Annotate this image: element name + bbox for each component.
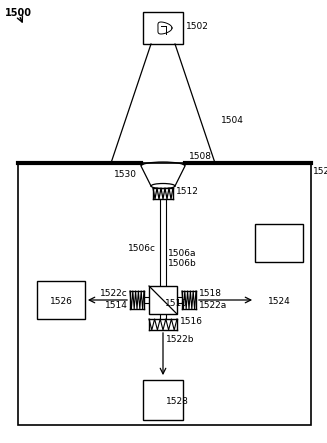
Text: 1516: 1516	[180, 318, 203, 326]
Text: 1524: 1524	[267, 296, 290, 306]
Text: 1522a: 1522a	[199, 300, 227, 310]
Ellipse shape	[151, 183, 175, 189]
Text: 1514: 1514	[105, 302, 128, 311]
Bar	[255, 224, 303, 262]
Text: 1500: 1500	[5, 8, 32, 18]
Text: 1504: 1504	[221, 116, 244, 124]
Bar	[37, 281, 85, 319]
Text: 1530: 1530	[114, 170, 137, 179]
Text: 1506c: 1506c	[128, 244, 156, 253]
FancyBboxPatch shape	[143, 12, 183, 44]
Text: 1508: 1508	[189, 152, 212, 161]
Bar	[149, 286, 177, 314]
Text: 1502: 1502	[186, 22, 209, 31]
Text: 1518: 1518	[199, 289, 222, 299]
Text: 1522b: 1522b	[166, 334, 195, 343]
Text: 1510: 1510	[165, 299, 188, 308]
Text: 1506b: 1506b	[168, 259, 197, 268]
Text: 1512: 1512	[176, 187, 199, 195]
Text: 1520: 1520	[313, 167, 327, 176]
Bar	[143, 380, 183, 420]
Text: 1528: 1528	[166, 397, 189, 407]
Text: 1522c: 1522c	[100, 288, 128, 298]
Text: 1506a: 1506a	[168, 249, 197, 257]
Text: 1526: 1526	[50, 296, 73, 306]
Bar	[18, 163, 311, 425]
